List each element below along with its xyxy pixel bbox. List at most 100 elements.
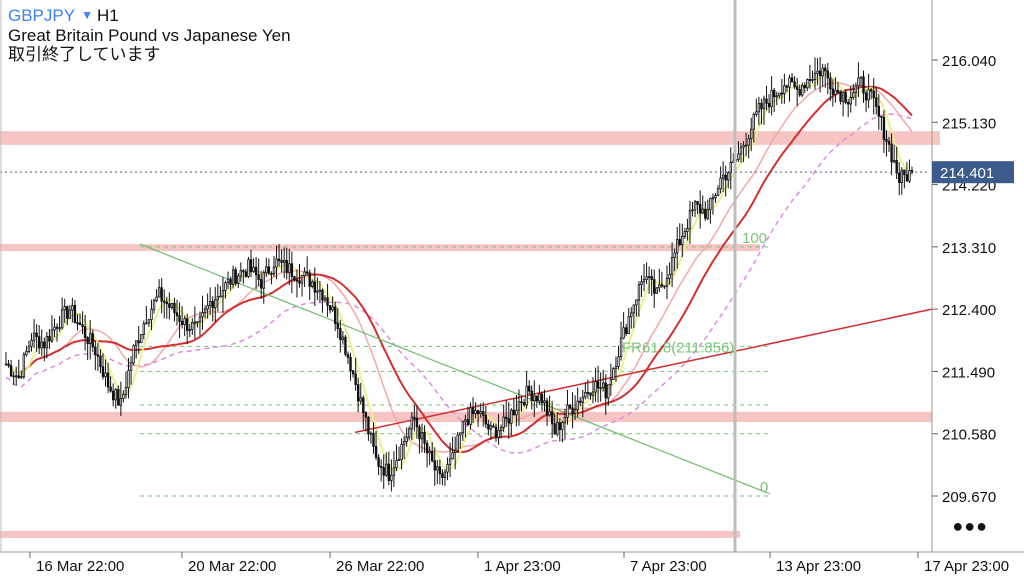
candle-body [68,309,72,319]
candle-body [303,271,306,277]
candle-body [318,289,322,292]
candle-body [701,208,704,214]
candle-body [729,162,733,174]
time-tick-label: 20 Mar 22:00 [188,558,276,575]
candle-body [262,272,265,289]
candle-body [895,160,898,174]
candle-body [216,296,220,301]
candle-body [142,323,146,335]
candle-body [101,366,105,378]
candle-body [665,278,669,287]
candle-body [344,336,347,355]
candle-body [311,281,314,287]
candle-body [37,336,41,349]
candle-body [249,259,253,272]
candle-body [864,92,868,101]
candle-body [859,76,863,79]
candle-body [234,269,237,284]
candle-body [816,70,819,74]
candle-body [581,396,584,403]
candle-body [573,408,577,414]
candle-body [438,466,442,475]
candle-body [716,188,720,197]
price-tick-label: 209.670 [942,489,996,506]
candle-body [852,92,855,98]
candle-body [453,450,457,454]
chevron-down-icon[interactable]: ▼ [81,8,93,22]
candle-body [12,375,15,378]
candle-body [224,282,227,291]
candle-body [372,432,375,447]
candle-body [328,305,332,311]
candle-body [50,329,54,342]
candle-body [655,287,658,294]
candle-body [584,392,587,398]
candle-body [586,392,590,394]
candle-body [548,411,551,416]
candle-body [497,430,500,438]
fib-label-0: 0 [760,479,768,496]
candle-body [377,456,380,467]
time-tick-label: 7 Apr 23:00 [630,558,707,575]
candle-body [645,276,648,280]
candle-body [614,366,618,369]
candle-body [459,432,462,436]
candle-body [857,77,860,87]
candle-body [783,85,786,95]
candle-body [364,412,368,418]
candle-body [502,416,505,428]
symbol-selector[interactable]: GBPJPY [8,6,76,25]
candle-body [824,67,827,72]
candle-body [696,201,699,205]
time-tick-label: 17 Apr 23:00 [924,558,1009,575]
candle-body [152,300,156,310]
candle-body [538,393,541,402]
candle-body [721,174,725,179]
time-tick-label: 13 Apr 23:00 [776,558,861,575]
candle-body [484,414,487,425]
trendline-red [354,308,933,434]
candle-body [265,266,268,274]
candle-body [346,354,350,358]
candle-body [885,139,888,142]
candle-body [420,431,424,440]
candle-body [456,434,459,452]
candle-body [32,332,36,341]
candle-body [464,419,467,422]
candle-body [553,423,556,435]
candle-body [390,474,393,481]
candle-body [499,427,503,431]
candle-body [277,258,281,261]
candle-body [334,306,337,324]
candle-body [178,315,181,322]
candle-body [762,98,766,110]
candle-body [40,341,43,349]
candle-body [17,375,20,378]
candle-body [443,471,447,478]
candle-body [237,275,240,284]
candle-body [321,289,324,301]
candle-body [512,409,516,416]
candle-body [25,351,28,356]
candle-body [693,201,697,211]
candle-body [780,92,784,95]
candle-body [818,70,822,77]
candle-body [282,259,286,263]
more-horizontal-icon[interactable]: ●●● [952,516,988,536]
candle-body [55,326,59,329]
candle-body [474,410,477,415]
candle-body [867,89,870,101]
candle-body [591,391,595,396]
ma-red-line [5,85,913,454]
candle-body [533,395,536,402]
candle-body [298,280,301,284]
candle-body [770,89,773,108]
zone-1 [0,244,760,252]
candle-body [890,143,893,163]
time-tick-label: 26 Mar 22:00 [336,558,424,575]
timeframe-label[interactable]: H1 [96,6,119,25]
candle-body [704,208,707,219]
candle-body [203,308,207,313]
candle-body [476,410,480,415]
